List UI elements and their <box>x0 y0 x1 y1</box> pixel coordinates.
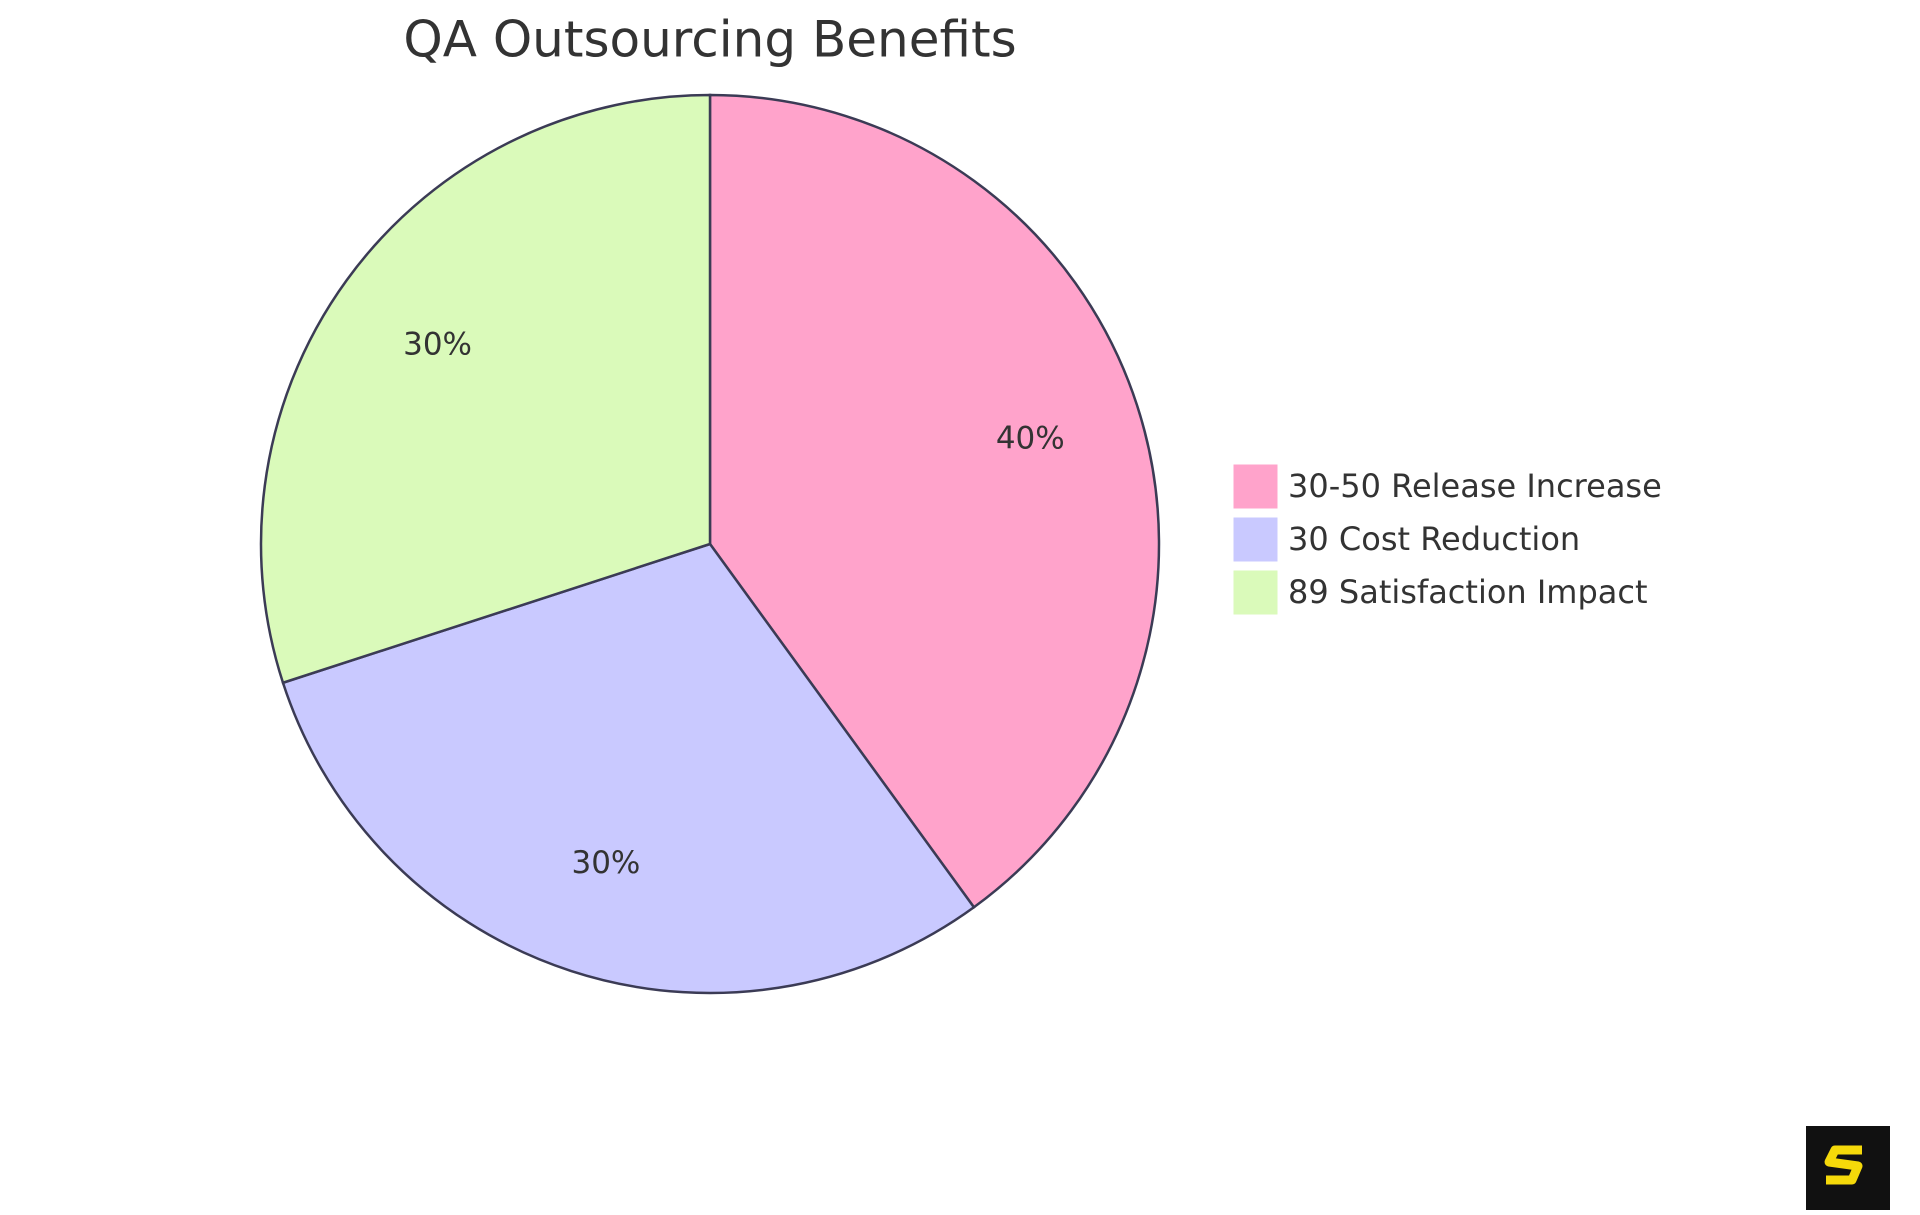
pie-slice <box>259 93 712 685</box>
legend-label: 30-50 Release Increase <box>1288 467 1662 505</box>
slice-label: 40% <box>996 420 1065 456</box>
legend-label: 30 Cost Reduction <box>1288 520 1580 558</box>
legend-swatch <box>1232 463 1279 510</box>
chart-title: QA Outsourcing Benefits <box>403 11 1016 69</box>
pie-slice <box>708 93 1161 909</box>
logo-mark <box>1824 1145 1863 1185</box>
slice-label: 30% <box>571 845 640 881</box>
legend-swatch <box>1232 516 1279 563</box>
slice-label: 30% <box>403 327 472 363</box>
logo <box>1806 1126 1890 1210</box>
pie-slice <box>281 542 976 995</box>
legend-label: 89 Satisfaction Impact <box>1288 573 1648 611</box>
legend-swatch <box>1232 569 1279 616</box>
